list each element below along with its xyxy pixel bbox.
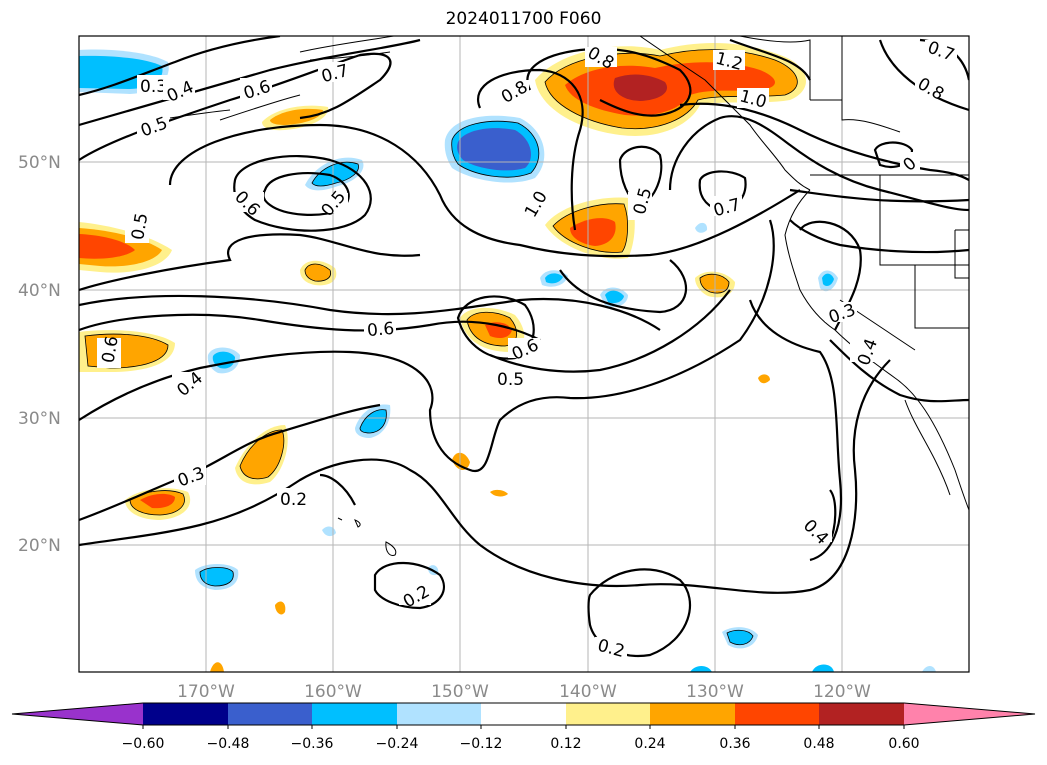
lat-label: 20°N xyxy=(18,536,61,556)
colorbar-tick: 0.60 xyxy=(888,736,919,752)
colorbar-tick: 0.12 xyxy=(550,736,581,752)
lon-label: 120°W xyxy=(813,682,871,702)
lon-label: 170°W xyxy=(177,682,235,702)
contour-label: 0.5 xyxy=(497,370,524,390)
colorbar-tick: −0.12 xyxy=(460,736,503,752)
contour-label: 0.6 xyxy=(98,334,122,364)
contour-labels: 0.3 0.4 0.5 0.6 0.7 0.8 0.6 0.5 1.0 0.8 … xyxy=(97,38,957,662)
map-title: 2024011700 F060 xyxy=(445,9,602,29)
colorbar-swatch xyxy=(143,703,228,725)
colorbar-swatch xyxy=(228,703,312,725)
colorbar-swatch xyxy=(312,703,397,725)
graticule xyxy=(79,36,969,672)
lat-label: 40°N xyxy=(18,281,61,301)
contour-label: 0.2 xyxy=(280,490,307,510)
lon-label: 130°W xyxy=(686,682,744,702)
colorbar-swatch xyxy=(397,703,481,725)
colorbar-over-swatch xyxy=(904,703,1035,725)
colorbar-swatch xyxy=(819,703,904,725)
colorbar-tick: −0.60 xyxy=(122,736,165,752)
lat-label: 50°N xyxy=(18,153,61,173)
colorbar-swatch xyxy=(481,703,566,725)
colorbar-tick: 0.36 xyxy=(719,736,750,752)
lon-label: 160°W xyxy=(304,682,362,702)
contour-label: 0.3 xyxy=(140,77,167,97)
colorbar-swatch xyxy=(650,703,735,725)
patch-outlines xyxy=(84,49,798,646)
colorbar-swatch xyxy=(735,703,819,725)
colorbar-swatch xyxy=(566,703,650,725)
colorbar-under-swatch xyxy=(12,703,143,725)
map-frame xyxy=(78,35,970,673)
lon-label: 150°W xyxy=(431,682,489,702)
contour-label: 0.6 xyxy=(366,319,395,341)
contour-label: 0.5 xyxy=(128,211,152,241)
colorbar-tick: −0.24 xyxy=(376,736,419,752)
longitude-labels: 170°W 160°W 150°W 140°W 130°W 120°W xyxy=(177,682,871,702)
colorbar-tick: −0.36 xyxy=(291,736,334,752)
latitude-labels: 50°N 40°N 30°N 20°N xyxy=(18,153,61,556)
colorbar-tick: 0.24 xyxy=(634,736,665,752)
colorbar-tick: 0.48 xyxy=(803,736,834,752)
map-area: 0.3 0.4 0.5 0.6 0.7 0.8 0.6 0.5 1.0 0.8 … xyxy=(79,36,969,672)
lat-label: 30°N xyxy=(18,409,61,429)
colorbar-tick: −0.48 xyxy=(207,736,250,752)
colorbar: −0.60 −0.48 −0.36 −0.24 −0.12 0.12 0.24 … xyxy=(11,702,1036,752)
lon-label: 140°W xyxy=(559,682,617,702)
